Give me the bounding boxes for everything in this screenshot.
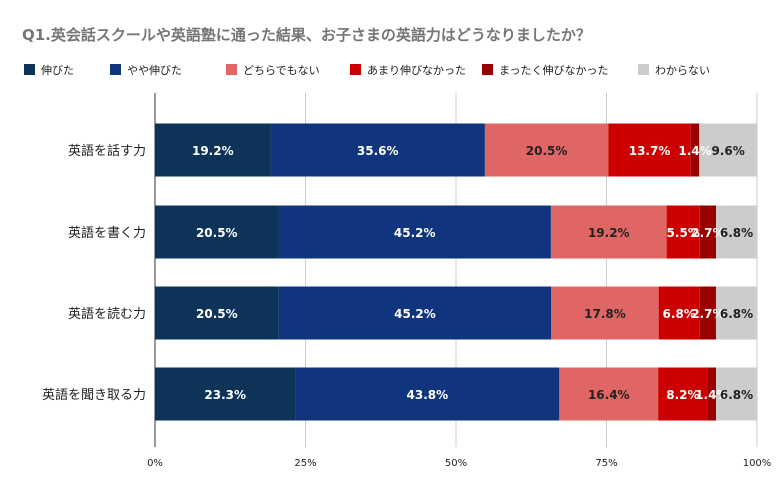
bar-segment [278, 205, 551, 259]
bar-segment [559, 367, 659, 421]
legend-item: まったく伸びなかった [482, 64, 609, 77]
legend-item: あまり伸びなかった [350, 64, 466, 77]
bar-segment [666, 205, 700, 259]
bar-segment [707, 367, 717, 421]
data-labels: 19.2% 35.6% 20.5% 13.7% 1.4% 9.6%20.5% 45.2% 19… [192, 144, 753, 402]
bar-segment [551, 286, 659, 340]
data-label: 16.4% [588, 388, 630, 402]
data-label: 2.7% [691, 307, 724, 321]
bar-segment [270, 123, 485, 177]
data-label: 6.8% [720, 388, 753, 402]
data-label: 19.2% [588, 226, 630, 240]
data-label: 2.7% [691, 226, 724, 240]
legend-label: まったく伸びなかった [499, 64, 609, 77]
data-label: 17.8% [584, 307, 626, 321]
legend-label: やや伸びた [127, 64, 182, 77]
x-tick-label: 50% [445, 458, 467, 469]
data-label: 45.2% [394, 226, 436, 240]
data-label: 35.6% [357, 144, 399, 158]
legend-item: どちらでもない [226, 64, 320, 77]
x-tick-label: 100% [743, 458, 772, 469]
data-label: 1.4% [695, 388, 728, 402]
bar-segment [608, 123, 691, 177]
legend-swatch [24, 64, 35, 75]
data-label: 6.8% [663, 307, 696, 321]
bar-segment [699, 123, 757, 177]
bar-segment [155, 205, 279, 259]
data-label: 20.5% [196, 307, 238, 321]
bar-segment [155, 286, 279, 340]
bar-segment [699, 205, 717, 259]
bar-segment [658, 286, 700, 340]
bar-segment [699, 286, 716, 340]
x-tick-label: 25% [294, 458, 316, 469]
legend-label: あまり伸びなかった [367, 64, 466, 77]
legend-swatch [226, 64, 237, 75]
data-label: 5.5% [667, 226, 700, 240]
data-label: 8.2% [666, 388, 699, 402]
category-label: 英語を話す力 [68, 143, 146, 159]
data-label: 20.5% [196, 226, 238, 240]
legend-item: やや伸びた [110, 64, 182, 77]
data-label: 1.4% [678, 144, 711, 158]
category-label: 英語を聞き取る力 [42, 387, 146, 403]
bar-segment [716, 367, 757, 421]
category-label: 英語を読む力 [68, 306, 146, 322]
data-label: 6.8% [720, 226, 753, 240]
data-label: 9.6% [711, 144, 744, 158]
bars [155, 123, 757, 421]
legend-label: わからない [655, 64, 710, 77]
legend-swatch [110, 64, 121, 75]
legend-swatch [638, 64, 649, 75]
bar-segment [658, 367, 708, 421]
legend: 伸びた やや伸びた どちらでもない あまり伸びなかった まったく伸びなかった わからない [24, 64, 710, 77]
bar-segment [484, 123, 609, 177]
chart-title: Q1.英会話スクールや英語塾に通った結果、お子さまの英語力はどうなりましたか？ [22, 26, 591, 44]
category-label: 英語を書く力 [68, 225, 146, 241]
legend-item: 伸びた [24, 64, 74, 77]
bar-segment [716, 205, 757, 259]
bar-segment [295, 367, 560, 421]
x-axis-ticks: 0% 25% 50% 75% 100% [147, 458, 771, 469]
bar-segment [155, 123, 271, 177]
bar-segment [550, 205, 667, 259]
bar-segment [715, 286, 757, 340]
data-label: 13.7% [629, 144, 671, 158]
bar-segment [155, 367, 296, 421]
legend-label: 伸びた [41, 64, 74, 77]
data-label: 6.8% [720, 307, 753, 321]
legend-label: どちらでもない [243, 64, 320, 77]
x-tick-label: 0% [147, 458, 163, 469]
legend-swatch [350, 64, 361, 75]
data-label: 20.5% [526, 144, 568, 158]
bar-segment [278, 286, 552, 340]
legend-swatch [482, 64, 493, 75]
x-tick-label: 75% [595, 458, 617, 469]
bar-segment [690, 123, 700, 177]
data-label: 23.3% [204, 388, 246, 402]
data-label: 19.2% [192, 144, 234, 158]
data-label: 45.2% [394, 307, 436, 321]
legend-item: わからない [638, 64, 710, 77]
data-label: 43.8% [407, 388, 449, 402]
